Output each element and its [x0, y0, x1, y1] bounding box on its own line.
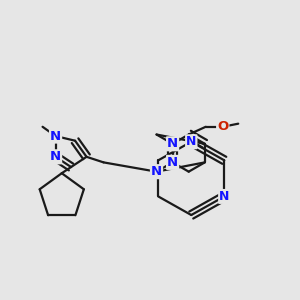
- Text: N: N: [167, 156, 178, 169]
- Text: O: O: [217, 120, 228, 133]
- Text: N: N: [219, 190, 230, 203]
- Text: N: N: [186, 135, 196, 148]
- Text: N: N: [50, 130, 61, 142]
- Text: N: N: [167, 137, 178, 150]
- Text: N: N: [50, 150, 61, 163]
- Text: N: N: [151, 165, 162, 178]
